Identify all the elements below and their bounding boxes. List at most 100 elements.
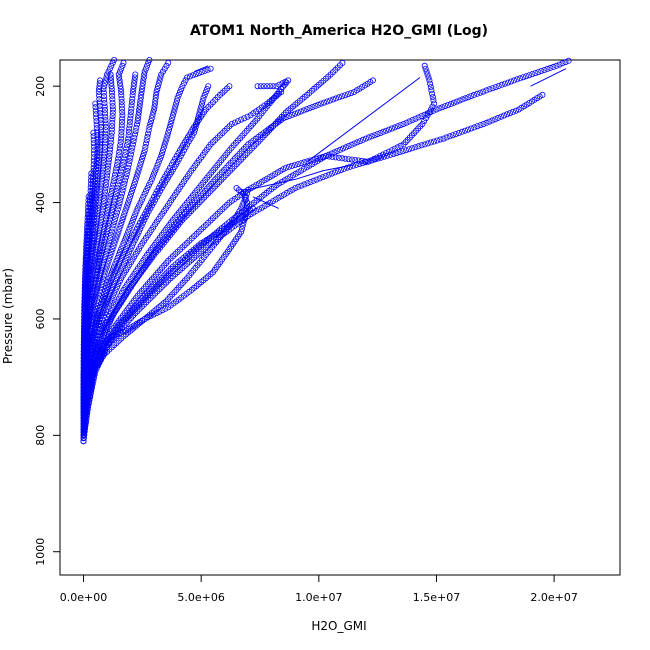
data-point [193, 121, 200, 128]
data-point [88, 201, 95, 208]
data-point [139, 219, 146, 226]
data-point [345, 91, 352, 98]
data-point [134, 118, 141, 125]
data-point [352, 156, 359, 163]
x-tick-label: 5.0e+06 [177, 591, 224, 604]
data-point [437, 136, 444, 143]
data-point [88, 204, 95, 211]
data-point [328, 170, 335, 177]
data-point [342, 155, 349, 162]
data-point [322, 152, 329, 159]
data-point [106, 216, 113, 223]
data-point [111, 174, 118, 181]
data-point [371, 155, 378, 162]
data-point [109, 59, 116, 66]
data-point [282, 78, 289, 85]
data-point [99, 166, 106, 173]
data-point [322, 172, 329, 179]
data-point [124, 167, 131, 174]
data-point [143, 187, 150, 194]
data-point [241, 115, 248, 122]
data-point [132, 71, 139, 78]
data-point [556, 61, 563, 68]
data-point [471, 124, 478, 131]
data-point [234, 211, 241, 218]
data-point [88, 177, 95, 184]
data-point [242, 211, 249, 218]
data-point [99, 210, 106, 217]
data-point [295, 183, 302, 190]
data-point [127, 246, 134, 253]
data-point [326, 153, 333, 160]
data-point [377, 129, 384, 136]
data-point [87, 184, 94, 191]
data-point [115, 152, 122, 159]
data-point [187, 135, 194, 142]
data-point [134, 205, 141, 212]
data-point [106, 275, 113, 282]
data-point [82, 300, 89, 307]
data-point [100, 197, 107, 204]
data-point [159, 150, 166, 157]
data-point [206, 235, 213, 242]
data-point [109, 123, 116, 130]
data-point [81, 421, 88, 428]
data-point [109, 206, 116, 213]
data-point [118, 132, 125, 139]
data-point [270, 83, 277, 90]
data-point [81, 412, 88, 419]
data-point [81, 278, 88, 285]
data-point [149, 112, 156, 119]
connector-line-3 [241, 164, 355, 191]
data-point [106, 200, 113, 207]
data-point [109, 119, 116, 126]
data-point [119, 115, 126, 122]
data-point [157, 182, 164, 189]
data-point [486, 118, 493, 125]
data-point [95, 89, 102, 96]
data-point [241, 196, 248, 203]
data-point [137, 225, 144, 232]
data-point [176, 89, 183, 96]
data-point [202, 89, 209, 96]
data-point [140, 193, 147, 200]
data-point [92, 100, 99, 107]
data-point [154, 161, 161, 168]
data-point [85, 385, 92, 392]
data-point [115, 295, 122, 302]
data-point [144, 211, 151, 218]
data-point [539, 91, 546, 98]
data-point [136, 202, 143, 209]
data-point [110, 272, 117, 279]
data-point [136, 100, 143, 107]
data-point [135, 112, 142, 119]
data-point [108, 83, 115, 90]
data-point [83, 401, 90, 408]
data-point [141, 68, 148, 75]
data-point [124, 202, 131, 209]
data-point [351, 140, 358, 147]
data-point [421, 118, 428, 125]
data-point [179, 150, 186, 157]
data-point [118, 246, 125, 253]
data-point [129, 184, 136, 191]
data-point [100, 86, 107, 93]
data-point [102, 133, 109, 140]
data-point [137, 161, 144, 168]
data-point [117, 222, 124, 229]
data-point [501, 80, 508, 87]
data-point [121, 155, 128, 162]
x-tick-label: 0.0e+00 [60, 591, 107, 604]
data-point [431, 100, 438, 107]
data-point [458, 128, 465, 135]
data-point [418, 142, 425, 149]
data-point [82, 284, 89, 291]
data-point [175, 91, 182, 98]
data-point [182, 77, 189, 84]
data-point [173, 97, 180, 104]
data-point [122, 234, 129, 241]
data-point [163, 62, 170, 69]
data-point [106, 65, 113, 72]
data-point [131, 80, 138, 87]
data-point [544, 65, 551, 72]
